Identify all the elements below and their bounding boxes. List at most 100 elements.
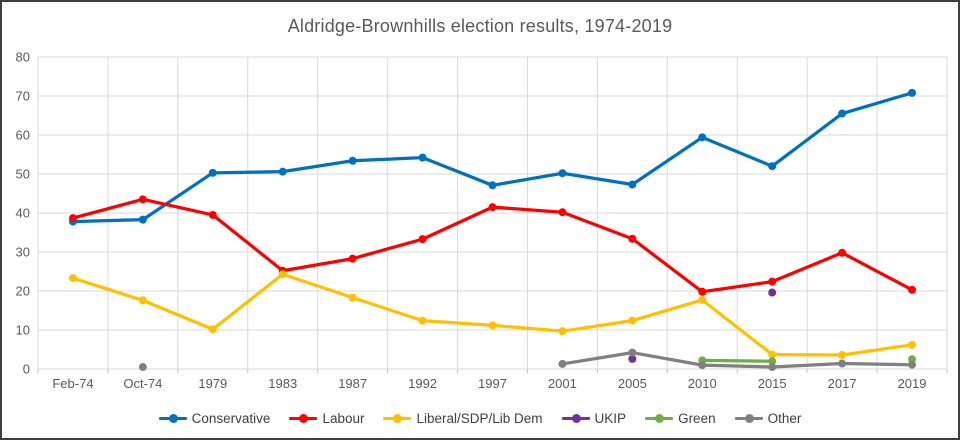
data-point-labour (208, 210, 217, 219)
series-line-conservative (141, 171, 215, 222)
x-tick-label: Feb-74 (52, 376, 93, 391)
series-line-labour (281, 257, 355, 273)
x-tick-label: 1992 (408, 376, 437, 391)
legend-label: UKIP (594, 410, 627, 426)
y-tick-label: 50 (16, 167, 30, 182)
series-line-liberal-sdp-lib-dem (141, 298, 215, 331)
series-line-liberal-sdp-lib-dem (281, 272, 355, 300)
legend-label: Green (678, 410, 716, 426)
y-tick-label: 30 (16, 245, 30, 260)
data-point-conservative (138, 215, 147, 224)
series-line-liberal-sdp-lib-dem (630, 298, 704, 323)
data-point-liberal-sdp-lib-dem (138, 296, 147, 305)
x-tick-label: 1997 (478, 376, 507, 391)
legend-item-labour: Labour (289, 411, 364, 426)
data-point-ukip (628, 354, 637, 363)
data-point-liberal-sdp-lib-dem (418, 316, 427, 325)
series-line-labour (71, 197, 145, 220)
data-point-liberal-sdp-lib-dem (558, 327, 567, 336)
series-line-labour (700, 280, 774, 294)
data-point-conservative (628, 180, 637, 189)
legend-marker-icon (383, 413, 412, 423)
series-line-liberal-sdp-lib-dem (420, 319, 495, 327)
data-point-other (138, 363, 147, 372)
series-line-labour (560, 210, 634, 241)
series-line-green (700, 358, 774, 363)
data-point-green (768, 357, 777, 366)
legend-marker-icon (289, 413, 318, 423)
series-line-labour (630, 237, 704, 294)
series-line-conservative (700, 135, 774, 168)
data-point-labour (698, 287, 707, 296)
data-point-labour (348, 254, 357, 263)
data-point-labour (838, 248, 847, 257)
legend-marker-icon (645, 413, 674, 423)
series-line-conservative (840, 91, 914, 116)
data-point-conservative (488, 181, 497, 190)
data-point-labour (418, 235, 427, 244)
data-point-liberal-sdp-lib-dem (908, 340, 917, 349)
legend-item-conservative: Conservative (158, 411, 270, 426)
series-line-other (840, 361, 914, 367)
data-point-ukip (768, 288, 777, 297)
data-point-liberal-sdp-lib-dem (628, 316, 637, 325)
data-point-labour (558, 208, 567, 217)
y-tick-label: 40 (16, 206, 30, 221)
series-line-labour (420, 205, 495, 241)
legend-item-liberal-sdp-lib-dem: Liberal/SDP/Lib Dem (383, 411, 543, 426)
series-line-labour (211, 213, 285, 273)
legend-item-ukip: UKIP (561, 410, 627, 426)
data-point-labour (138, 195, 147, 204)
data-point-labour (68, 214, 77, 223)
legend-marker-icon (561, 413, 590, 423)
chart-title: Aldridge-Brownhills election results, 19… (287, 16, 673, 36)
x-tick-label: 1979 (198, 376, 227, 391)
data-point-conservative (558, 169, 567, 178)
series-line-other (770, 361, 844, 369)
series-line-labour (141, 197, 215, 217)
data-point-liberal-sdp-lib-dem (838, 350, 847, 359)
x-tick-label: 1987 (338, 376, 367, 391)
plot-border (37, 56, 948, 370)
data-point-liberal-sdp-lib-dem (278, 270, 287, 279)
plot-area: 0 10 20 30 40 50 60 70 80 Feb-74 Oct-74 1979 1983 198… (16, 50, 948, 391)
data-point-other (908, 360, 917, 369)
series-line-conservative (560, 171, 634, 187)
series-line-liberal-sdp-lib-dem (840, 343, 914, 357)
data-point-other (698, 361, 707, 370)
series-line-conservative (490, 171, 565, 187)
data-point-liberal-sdp-lib-dem (768, 350, 777, 359)
y-tick-label: 0 (23, 362, 30, 377)
y-tick-label: 70 (16, 89, 30, 104)
data-point-conservative (768, 162, 777, 171)
data-point-labour (628, 234, 637, 243)
x-tick-label: 2005 (618, 376, 647, 391)
x-tick-label: 2010 (688, 376, 717, 391)
legend-label: Other (767, 410, 802, 426)
data-point-liberal-sdp-lib-dem (208, 325, 217, 334)
legend: Conservative Labour Liberal/SDP/Lib Dem UKI… (2, 405, 958, 431)
y-tick-label: 60 (16, 128, 30, 143)
series-line-other (630, 350, 704, 367)
series-line-conservative (211, 170, 285, 175)
series-line-liberal-sdp-lib-dem (71, 276, 145, 302)
series-line-labour (770, 251, 844, 284)
data-point-conservative (348, 156, 357, 165)
x-tick-label: Oct-74 (123, 376, 162, 391)
y-tick-label: 10 (16, 323, 30, 338)
data-point-liberal-sdp-lib-dem (488, 321, 497, 330)
x-tick-label: 2015 (758, 376, 787, 391)
x-tick-label: 2019 (898, 376, 927, 391)
series-line-liberal-sdp-lib-dem (351, 296, 425, 323)
data-point-conservative (208, 168, 217, 177)
data-point-conservative (278, 167, 287, 176)
x-tick-label: 1983 (268, 376, 297, 391)
legend-item-green: Green (645, 411, 716, 426)
data-point-liberal-sdp-lib-dem (68, 274, 77, 283)
x-tick-label: 2001 (548, 376, 577, 391)
x-tick-label: 2017 (828, 376, 857, 391)
data-point-liberal-sdp-lib-dem (348, 293, 357, 302)
y-tick-label: 20 (16, 284, 30, 299)
data-point-conservative (418, 153, 427, 162)
